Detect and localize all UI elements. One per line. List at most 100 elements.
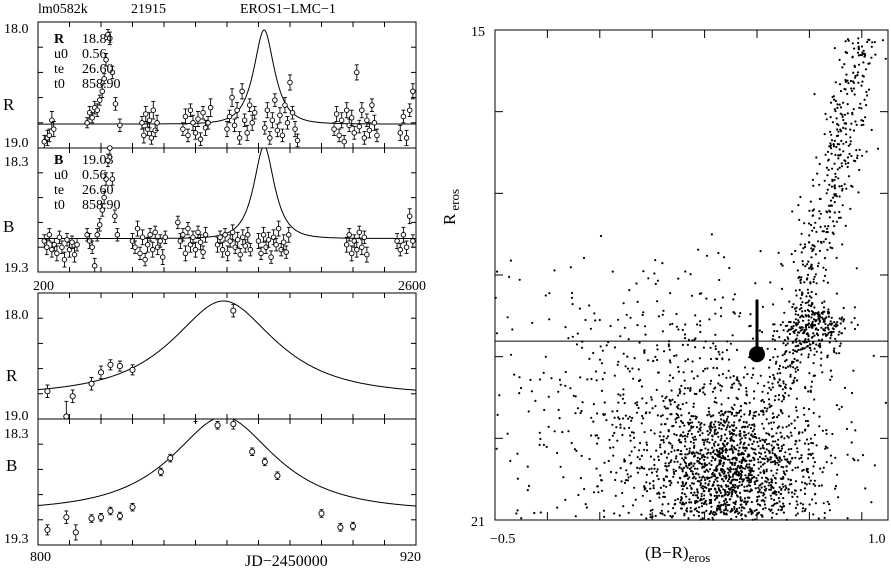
star-point xyxy=(838,195,841,198)
star-point xyxy=(765,448,768,451)
star-point xyxy=(715,367,719,370)
star-point xyxy=(663,495,667,498)
star-point xyxy=(833,321,836,324)
star-point xyxy=(645,517,648,520)
star-point xyxy=(794,338,797,341)
star-point xyxy=(839,90,843,93)
star-point xyxy=(750,474,753,477)
star-point xyxy=(688,501,691,504)
star-point xyxy=(860,119,863,122)
star-point xyxy=(770,497,773,500)
star-point xyxy=(616,363,619,366)
star-point xyxy=(686,466,689,469)
star-point xyxy=(690,461,693,464)
star-point xyxy=(664,475,668,478)
star-point xyxy=(743,441,746,444)
star-point xyxy=(781,354,784,357)
star-point xyxy=(769,358,772,362)
star-point xyxy=(677,407,680,410)
star-point xyxy=(830,133,833,136)
star-point xyxy=(691,477,695,480)
star-point xyxy=(699,429,702,432)
star-point xyxy=(538,443,541,446)
star-point xyxy=(617,318,620,321)
star-point xyxy=(750,467,754,470)
star-point xyxy=(810,380,814,383)
star-point xyxy=(752,456,755,459)
star-point xyxy=(663,350,666,353)
star-point xyxy=(714,396,717,400)
star-point xyxy=(759,471,762,474)
star-point xyxy=(723,456,727,459)
star-point xyxy=(771,412,775,415)
star-point xyxy=(881,39,885,42)
star-point xyxy=(698,434,702,437)
star-point xyxy=(821,230,824,233)
star-point xyxy=(848,152,851,155)
star-point xyxy=(826,174,829,177)
star-point xyxy=(709,346,712,349)
star-point xyxy=(845,187,848,190)
star-point xyxy=(857,63,861,66)
star-point xyxy=(602,509,606,512)
star-point xyxy=(790,422,793,425)
star-point xyxy=(799,316,802,319)
star-point xyxy=(861,80,864,83)
star-point xyxy=(856,156,859,160)
star-point xyxy=(724,505,727,508)
star-point xyxy=(778,449,781,453)
star-point xyxy=(641,313,644,317)
star-point xyxy=(798,288,801,292)
star-point xyxy=(829,378,832,381)
data-point xyxy=(283,249,289,255)
data-point xyxy=(197,239,204,245)
band-label-b-full: B xyxy=(3,217,14,236)
star-point xyxy=(689,484,692,487)
star-point xyxy=(594,319,597,322)
star-point xyxy=(690,425,693,428)
star-point xyxy=(818,319,821,322)
star-point xyxy=(832,330,835,333)
star-point xyxy=(703,367,707,370)
star-point xyxy=(547,425,550,428)
star-point xyxy=(838,408,841,411)
star-point xyxy=(753,476,756,479)
star-point xyxy=(797,348,800,352)
star-point xyxy=(799,361,802,364)
star-point xyxy=(814,492,817,496)
star-point xyxy=(578,307,582,310)
star-point xyxy=(853,65,857,69)
star-point xyxy=(793,307,797,310)
star-point xyxy=(746,489,749,492)
star-point xyxy=(818,484,821,487)
star-point xyxy=(768,403,771,406)
star-point xyxy=(613,416,616,419)
star-point xyxy=(704,470,707,473)
star-point xyxy=(754,483,757,486)
star-point xyxy=(747,432,750,435)
star-point xyxy=(799,303,803,306)
data-point xyxy=(152,229,158,236)
lightcurve-b-full xyxy=(37,145,417,273)
star-point xyxy=(683,337,687,340)
star-point xyxy=(614,494,617,497)
star-point xyxy=(636,324,639,327)
star-point xyxy=(791,341,794,344)
star-point xyxy=(738,418,742,421)
star-point xyxy=(668,380,671,383)
star-point xyxy=(674,512,677,515)
star-point xyxy=(744,460,747,463)
data-point xyxy=(397,130,404,136)
star-point xyxy=(623,481,627,484)
star-point xyxy=(682,371,685,374)
star-point xyxy=(645,481,648,484)
star-point xyxy=(721,464,725,467)
star-point xyxy=(843,386,847,389)
data-point xyxy=(96,97,103,103)
star-point xyxy=(743,497,747,500)
star-point xyxy=(754,487,757,490)
star-point xyxy=(827,331,830,335)
star-point xyxy=(857,37,860,40)
star-point xyxy=(666,435,670,438)
star-point xyxy=(797,204,800,207)
